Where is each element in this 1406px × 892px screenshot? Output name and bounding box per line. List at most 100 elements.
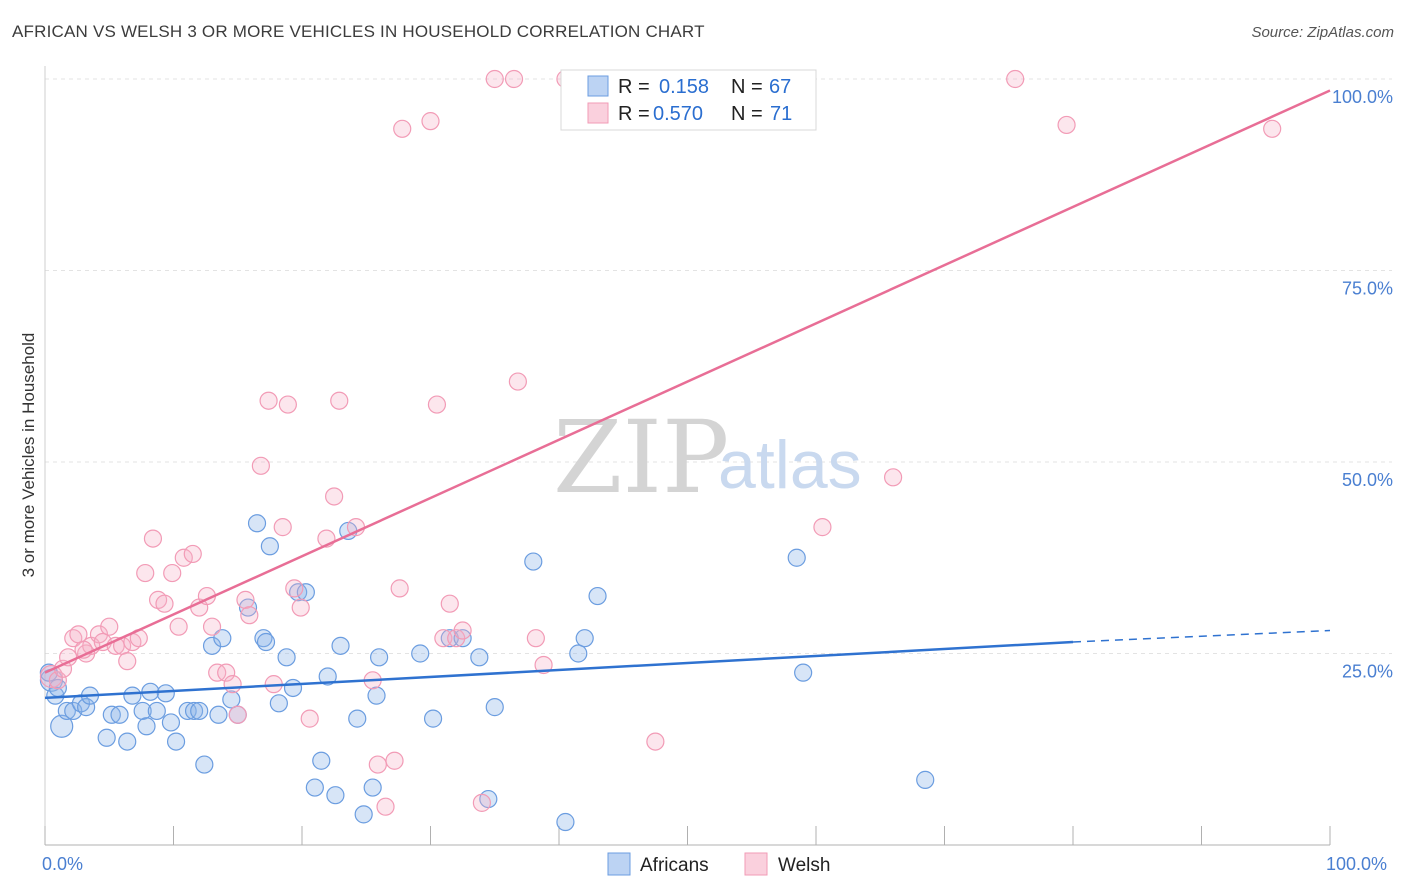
watermark-zip: ZIP (553, 399, 729, 516)
watermark: ZIP atlas (553, 399, 862, 516)
welsh-point (330, 391, 349, 410)
y-tick-label: 25.0% (1342, 662, 1393, 682)
gridlines (45, 78, 1392, 654)
welsh-point (118, 652, 137, 671)
africans-point (102, 705, 121, 724)
africans-point (370, 648, 389, 667)
africans-point (318, 667, 337, 686)
africans-point (794, 663, 813, 682)
africans-point (50, 714, 74, 738)
africans-point (305, 778, 324, 797)
welsh-point (526, 629, 545, 648)
welsh-point (385, 751, 404, 770)
welsh-point (508, 372, 527, 391)
africans-point (184, 701, 204, 721)
legend-africans-r: 0.158 (659, 76, 709, 98)
welsh-point (183, 544, 202, 564)
welsh-point (427, 395, 447, 414)
africans-point (411, 644, 430, 663)
welsh-trendline (44, 89, 1331, 674)
welsh-point (376, 797, 395, 816)
legend-africans-n: 67 (769, 76, 791, 98)
welsh-point (646, 732, 665, 751)
welsh-point (325, 487, 344, 506)
africans-point (331, 636, 350, 655)
africans-point (97, 728, 116, 747)
africans-point (470, 648, 489, 667)
legend-africans-r-label: R = (618, 76, 650, 98)
bottom-legend-swatch-africans (607, 852, 631, 876)
africans-point (588, 586, 607, 606)
welsh-point (813, 518, 832, 537)
africans-point (260, 537, 279, 556)
welsh-point (273, 518, 292, 537)
welsh-point (223, 675, 242, 694)
welsh-point (48, 671, 67, 690)
chart-title: AFRICAN VS WELSH 3 OR MORE VEHICLES IN H… (12, 22, 705, 41)
welsh-point (883, 468, 903, 487)
legend-swatch-africans (587, 75, 609, 97)
africans-point (202, 636, 222, 655)
welsh-point (504, 69, 524, 89)
y-tick-label: 75.0% (1342, 279, 1393, 299)
africans-point (147, 701, 166, 721)
africans-point (161, 713, 181, 732)
welsh-point (300, 709, 319, 728)
welsh-point (163, 563, 182, 583)
welsh-point (1057, 115, 1076, 135)
africans-point (137, 717, 156, 736)
x-tick-label-max: 100.0% (1326, 854, 1387, 874)
welsh-point (1006, 69, 1025, 89)
welsh-point (174, 548, 193, 567)
watermark-atlas: atlas (718, 427, 862, 503)
welsh-point (169, 617, 188, 636)
welsh-point (485, 69, 504, 89)
welsh-point (285, 579, 304, 598)
welsh-point (440, 594, 459, 613)
bottom-legend-africans-label: Africans (640, 855, 709, 876)
africans-point (123, 686, 142, 705)
africans-point (423, 709, 443, 728)
africans-point (195, 755, 214, 774)
welsh-point (228, 705, 247, 724)
welsh-point (217, 663, 236, 682)
africans-point (556, 812, 575, 832)
x-tick-label-min: 0.0% (42, 854, 83, 874)
africans-point (916, 770, 935, 789)
africans-point (575, 629, 594, 648)
africans-point (256, 632, 276, 652)
welsh-point (136, 563, 155, 583)
welsh-point (236, 590, 255, 609)
africans-point (118, 732, 137, 751)
africans-point (156, 684, 175, 703)
welsh-points (39, 69, 1282, 816)
welsh-point (368, 755, 387, 774)
legend-welsh-r: 0.570 (653, 103, 703, 125)
welsh-point (240, 606, 259, 625)
africans-point (277, 648, 296, 667)
y-axis-title: 3 or more Vehicles in Household (19, 333, 38, 578)
bottom-legend-welsh-label: Welsh (778, 855, 830, 876)
y-tick-label: 50.0% (1342, 470, 1393, 490)
welsh-point (534, 655, 553, 675)
axes (44, 66, 1331, 846)
welsh-point (393, 119, 412, 138)
legend-africans-n-label: N = (731, 76, 763, 98)
legend-swatch-welsh (587, 102, 609, 124)
welsh-point (1263, 119, 1282, 138)
africans-point (283, 678, 303, 698)
africans-point (354, 805, 373, 824)
africans-point (133, 701, 152, 721)
welsh-point (259, 391, 278, 410)
bottom-legend: Africans Welsh (607, 852, 830, 876)
y-tick-labels: 25.0% 50.0% 75.0% 100.0% (1332, 87, 1393, 682)
bottom-legend-swatch-welsh (744, 852, 768, 876)
welsh-point (100, 617, 119, 636)
africans-point (213, 629, 232, 648)
africans-point (209, 705, 228, 724)
chart-source: Source: ZipAtlas.com (1251, 24, 1394, 41)
africans-point (787, 548, 806, 567)
welsh-point (251, 456, 270, 475)
africans-trendline-extension (1072, 629, 1331, 643)
africans-point (363, 778, 382, 797)
